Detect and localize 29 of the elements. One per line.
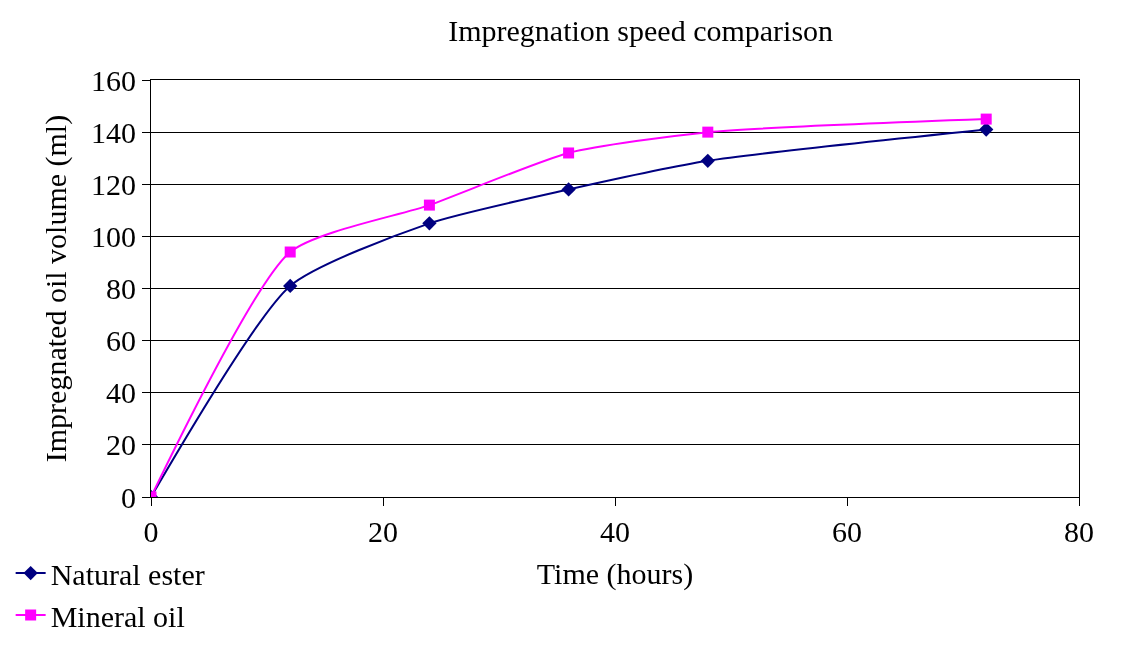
point: [561, 182, 576, 197]
y-tick-label: 100: [91, 219, 136, 253]
point: [422, 216, 437, 231]
y-tick-label: 0: [121, 480, 136, 514]
x-tick-label: 20: [368, 515, 398, 548]
x-axis-title: Time (hours): [536, 556, 694, 591]
y-tick-label: 140: [91, 115, 136, 149]
point: [700, 153, 715, 168]
y-tick-label: 40: [106, 376, 136, 410]
y-tick-label: 120: [91, 167, 136, 201]
legend-label: Mineral oil: [50, 599, 185, 633]
point: [702, 126, 714, 138]
point: [979, 122, 994, 137]
point: [283, 278, 298, 294]
y-tick-label: 60: [106, 324, 136, 358]
legend-label: Natural ester: [50, 557, 205, 591]
x-tick-label: 40: [600, 515, 630, 548]
y-axis-title: Impregnated oil volume (ml): [39, 114, 73, 463]
point: [563, 147, 575, 159]
y-tick-label: 20: [106, 428, 136, 462]
x-tick-label: 0: [143, 515, 159, 548]
chart-title: Impregnation speed comparison: [448, 14, 834, 48]
point: [423, 199, 435, 211]
y-tick-label: 80: [106, 272, 136, 305]
x-tick-label: 60: [832, 515, 862, 548]
point: [980, 113, 992, 125]
x-tick-label: 80: [1064, 515, 1094, 548]
y-tick-label: 160: [91, 63, 136, 97]
point: [284, 246, 296, 258]
